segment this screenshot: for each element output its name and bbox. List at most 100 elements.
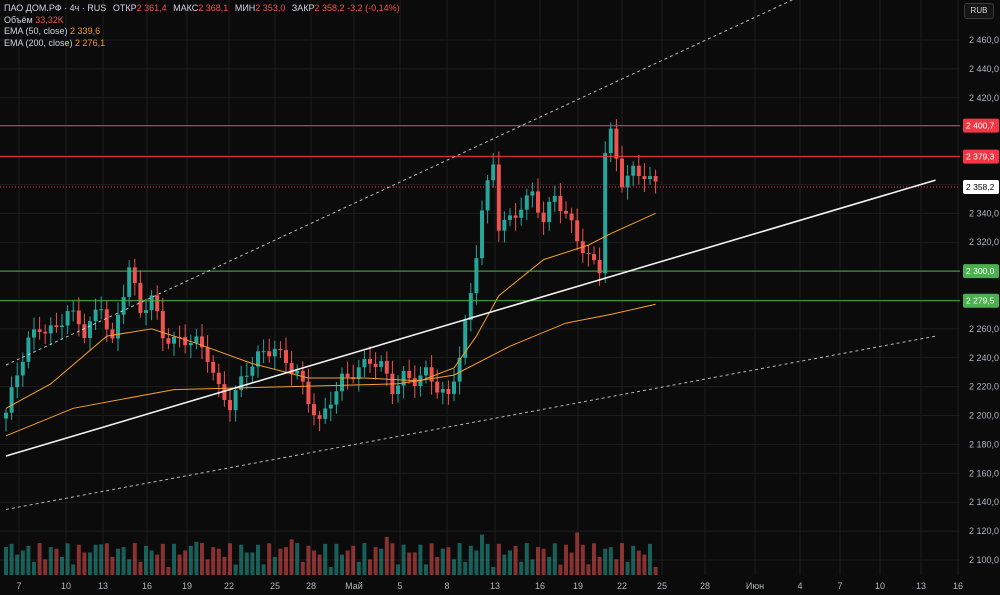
x-axis[interactable]: 7 10 13 16 19 22 25 28 Май 5 8 13 16 19 22 25 28 Июн 4 7 10 1… bbox=[16, 581, 963, 591]
candle-body bbox=[558, 196, 563, 211]
volume-bar bbox=[435, 556, 440, 575]
candle-body bbox=[65, 311, 70, 326]
volume-bar bbox=[261, 564, 266, 575]
volume-bar bbox=[513, 545, 518, 575]
candle-body bbox=[519, 209, 524, 218]
candle-body bbox=[362, 359, 367, 368]
price-level-label: 2 379,3 bbox=[966, 152, 995, 162]
high-label: МАКС bbox=[173, 3, 199, 13]
ema50-line bbox=[5, 212, 656, 409]
volume-bar bbox=[65, 543, 70, 575]
trend-line bbox=[5, 335, 936, 510]
candle-body bbox=[468, 293, 473, 321]
candle-body bbox=[496, 164, 501, 231]
volume-bar bbox=[222, 556, 227, 575]
volume-bar bbox=[256, 544, 260, 575]
volume-bar bbox=[155, 554, 160, 575]
volume-bar bbox=[132, 543, 137, 575]
candle-body bbox=[642, 176, 647, 180]
volume-bar bbox=[541, 548, 546, 575]
volume-bar bbox=[76, 544, 81, 575]
candle-body bbox=[93, 309, 98, 322]
candle-body bbox=[183, 337, 188, 346]
high-value: 2 368,1 bbox=[198, 3, 229, 13]
legend-ema50-row[interactable]: EMA (50, close) 2 339,6 bbox=[4, 26, 400, 38]
y-tick-label: 2 220,0 bbox=[969, 382, 999, 392]
legend-volume-row[interactable]: Объём 33,32K bbox=[4, 15, 400, 27]
volume-bar bbox=[575, 532, 580, 575]
candle-body bbox=[614, 128, 619, 159]
volume-bar bbox=[480, 534, 484, 575]
candle-body bbox=[278, 348, 283, 351]
volume-bar bbox=[491, 566, 496, 575]
volume-bar bbox=[552, 543, 557, 575]
candle-body bbox=[54, 325, 59, 328]
candle-body bbox=[267, 351, 272, 357]
y-tick-label: 2 180,0 bbox=[969, 439, 999, 449]
candle-body bbox=[608, 128, 613, 154]
volume-bar bbox=[272, 556, 277, 575]
volume-bar bbox=[614, 559, 619, 575]
volume-bar bbox=[306, 545, 311, 575]
candle-body bbox=[289, 363, 294, 374]
price-level-tag bbox=[963, 180, 999, 195]
candle-body bbox=[502, 219, 507, 231]
candle-body bbox=[144, 310, 148, 313]
candle-body bbox=[222, 384, 227, 401]
volume-bar bbox=[104, 543, 109, 575]
candle-body bbox=[625, 175, 630, 188]
candle-body bbox=[653, 176, 658, 182]
candle-body bbox=[20, 361, 25, 376]
candle-body bbox=[446, 388, 451, 394]
candle-body bbox=[424, 367, 428, 376]
volume-bar bbox=[362, 543, 367, 575]
y-tick-label: 2 320,0 bbox=[969, 237, 999, 247]
candle-body bbox=[317, 415, 322, 419]
volume-bar bbox=[211, 547, 216, 575]
trend-line bbox=[5, 0, 794, 366]
volume-bar bbox=[384, 536, 389, 575]
candle-body bbox=[323, 408, 328, 419]
volume-bar bbox=[144, 545, 148, 575]
volume-bar bbox=[592, 543, 596, 575]
candle-body bbox=[250, 366, 255, 376]
volume-bar bbox=[502, 554, 507, 575]
candle-body bbox=[457, 357, 462, 382]
candle-body bbox=[586, 253, 591, 255]
candle-body bbox=[412, 378, 417, 387]
candle-body bbox=[491, 164, 496, 181]
price-levels bbox=[0, 125, 960, 302]
volume-bar bbox=[60, 556, 64, 575]
candle-body bbox=[429, 367, 434, 382]
candle-body bbox=[26, 337, 31, 362]
candle-body bbox=[239, 376, 244, 391]
candle-body bbox=[485, 180, 490, 211]
currency-button[interactable]: RUB bbox=[964, 3, 994, 19]
volume-bar bbox=[116, 548, 120, 575]
candle-body bbox=[88, 321, 92, 339]
volume-bar bbox=[284, 547, 288, 575]
symbol-title[interactable]: ПАО ДОМ.РФ · 4ч · RUS bbox=[4, 3, 107, 13]
volume-bar bbox=[138, 561, 143, 575]
trend-lines bbox=[5, 0, 936, 510]
candle-body bbox=[603, 153, 608, 274]
volume-bar bbox=[93, 544, 98, 575]
x-tick-label: 28 bbox=[306, 581, 316, 591]
candle-body bbox=[345, 373, 350, 378]
volume-bar bbox=[356, 561, 361, 575]
x-tick-label: 19 bbox=[182, 581, 192, 591]
volume-bar bbox=[396, 564, 400, 575]
volume-bar bbox=[239, 544, 244, 575]
volume-bar bbox=[71, 564, 76, 575]
candle-body bbox=[71, 310, 76, 312]
candle-body bbox=[435, 381, 440, 393]
x-tick-label: 7 bbox=[16, 581, 21, 591]
volume-value: 33,32K bbox=[35, 14, 64, 25]
legend-ema200-row[interactable]: EMA (200, close) 2 276,1 bbox=[4, 38, 400, 50]
volume-bar bbox=[452, 559, 456, 575]
candle-body bbox=[541, 212, 546, 223]
volume-bar bbox=[328, 566, 333, 575]
volume-bar bbox=[653, 566, 658, 575]
candle-body bbox=[121, 296, 126, 315]
